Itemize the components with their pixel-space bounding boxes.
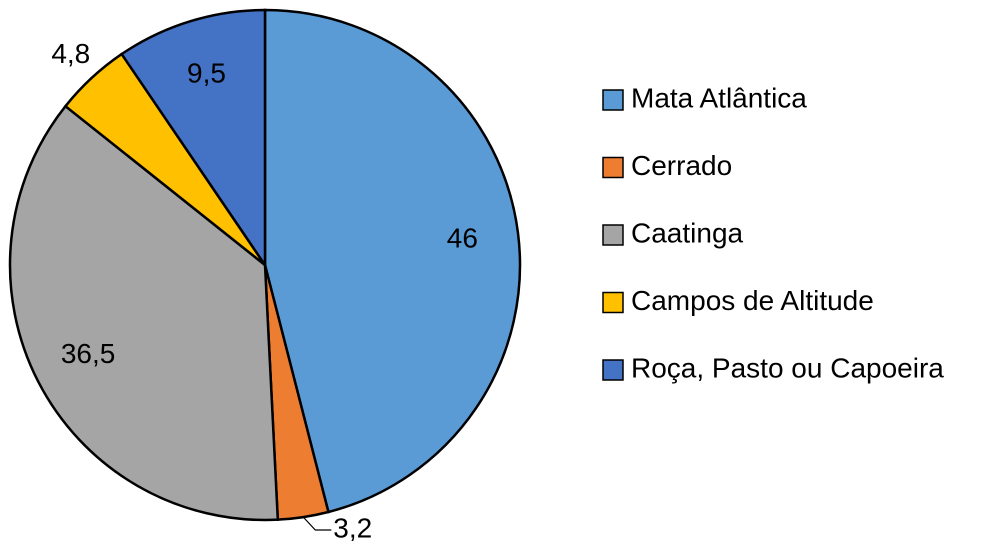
data-label: 9,5	[187, 57, 226, 88]
legend-label: Mata Atlântica	[631, 82, 807, 113]
legend-swatch	[602, 89, 624, 111]
pie-slice	[119, 8, 267, 270]
legend-label: Caatinga	[631, 217, 744, 248]
legend-label: Campos de Altitude	[631, 285, 874, 316]
data-label: 3,2	[333, 512, 372, 543]
legend-swatch	[602, 156, 624, 179]
data-label: 4,8	[51, 38, 90, 69]
pie-slice	[8, 104, 280, 522]
pie-slice	[263, 8, 522, 514]
data-label: 46	[447, 222, 478, 253]
legend-swatch	[602, 359, 624, 381]
data-label: 36,5	[61, 338, 116, 369]
legend-label: Cerrado	[631, 150, 732, 181]
legend-swatch	[602, 224, 624, 246]
leader-line	[302, 516, 332, 531]
legend-swatch	[602, 291, 624, 314]
legend-label: Roça, Pasto ou Capoeira	[631, 352, 944, 383]
